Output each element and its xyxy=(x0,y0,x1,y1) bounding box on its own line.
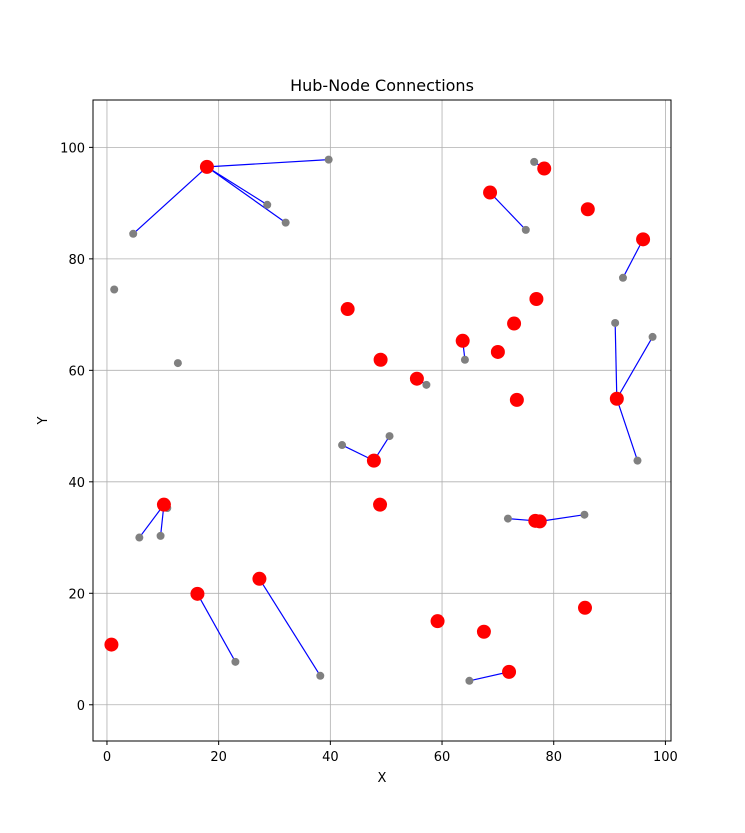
grid-lines xyxy=(93,100,671,741)
edge-line xyxy=(196,593,236,663)
hub-point xyxy=(190,586,205,601)
y-tick-label: 100 xyxy=(60,141,85,156)
node-layer xyxy=(110,155,657,685)
hub-point xyxy=(609,391,624,406)
node-point xyxy=(422,380,431,389)
hub-point xyxy=(373,497,388,512)
edge-line xyxy=(206,166,268,206)
x-axis-label: X xyxy=(378,771,387,786)
node-point xyxy=(156,531,165,540)
hub-point xyxy=(373,352,388,367)
hub-point xyxy=(366,453,381,468)
hub-point xyxy=(636,232,651,247)
hub-layer xyxy=(104,159,651,679)
node-point xyxy=(231,657,240,666)
hub-point xyxy=(529,291,544,306)
y-tick-label: 40 xyxy=(68,476,85,491)
edge-line xyxy=(614,322,618,399)
node-point xyxy=(324,155,333,164)
node-point xyxy=(503,514,512,523)
x-tick-label: 60 xyxy=(434,750,451,765)
edge-line xyxy=(539,514,585,522)
hub-point xyxy=(507,316,522,331)
node-point xyxy=(611,318,620,327)
hub-point xyxy=(455,333,470,348)
hub-point xyxy=(156,497,171,512)
node-point xyxy=(338,441,347,450)
hub-point xyxy=(580,202,595,217)
hub-point xyxy=(104,637,119,652)
edge-line xyxy=(206,166,287,224)
hub-point xyxy=(483,185,498,200)
node-point xyxy=(263,200,272,209)
edge-line xyxy=(258,578,321,677)
x-tick-label: 0 xyxy=(103,750,111,765)
tick-layer: 0 20 40 60 80 100 0 20 40 60 80 100 xyxy=(60,141,678,765)
hub-point xyxy=(577,600,592,615)
y-tick-label: 80 xyxy=(68,253,85,268)
node-point xyxy=(530,157,539,166)
edge-line xyxy=(206,159,329,168)
node-point xyxy=(385,432,394,441)
node-point xyxy=(135,533,144,542)
node-point xyxy=(460,355,469,364)
node-point xyxy=(316,671,325,680)
chart-title: Hub-Node Connections xyxy=(290,76,474,95)
x-tick-label: 20 xyxy=(210,750,227,765)
node-point xyxy=(110,285,119,294)
node-point xyxy=(618,273,627,282)
node-point xyxy=(129,229,138,238)
node-point xyxy=(281,218,290,227)
node-point xyxy=(521,225,530,234)
node-point xyxy=(648,332,657,341)
y-tick-label: 0 xyxy=(77,699,85,714)
y-axis-label: Y xyxy=(36,416,51,425)
edge-line xyxy=(616,398,639,461)
hub-point xyxy=(476,624,491,639)
node-point xyxy=(173,359,182,368)
node-point xyxy=(465,676,474,685)
hub-point xyxy=(430,614,445,629)
hub-point xyxy=(340,302,355,317)
edge-line xyxy=(622,239,644,279)
hub-point xyxy=(199,159,214,174)
edge-layer xyxy=(132,159,654,682)
y-tick-label: 20 xyxy=(68,587,85,602)
hub-point xyxy=(490,344,505,359)
hub-point xyxy=(252,571,267,586)
node-point xyxy=(580,510,589,519)
edge-line xyxy=(489,192,527,231)
edge-line xyxy=(132,166,208,235)
edge-line xyxy=(616,336,654,400)
node-point xyxy=(633,456,642,465)
hub-point xyxy=(409,371,424,386)
x-tick-label: 40 xyxy=(322,750,339,765)
hub-point xyxy=(537,161,552,176)
x-tick-label: 100 xyxy=(653,750,678,765)
y-tick-label: 60 xyxy=(68,364,85,379)
hub-point xyxy=(532,514,547,529)
hub-point xyxy=(502,664,517,679)
hub-point xyxy=(509,392,524,407)
plot-frame xyxy=(92,99,672,742)
x-tick-label: 80 xyxy=(545,750,562,765)
